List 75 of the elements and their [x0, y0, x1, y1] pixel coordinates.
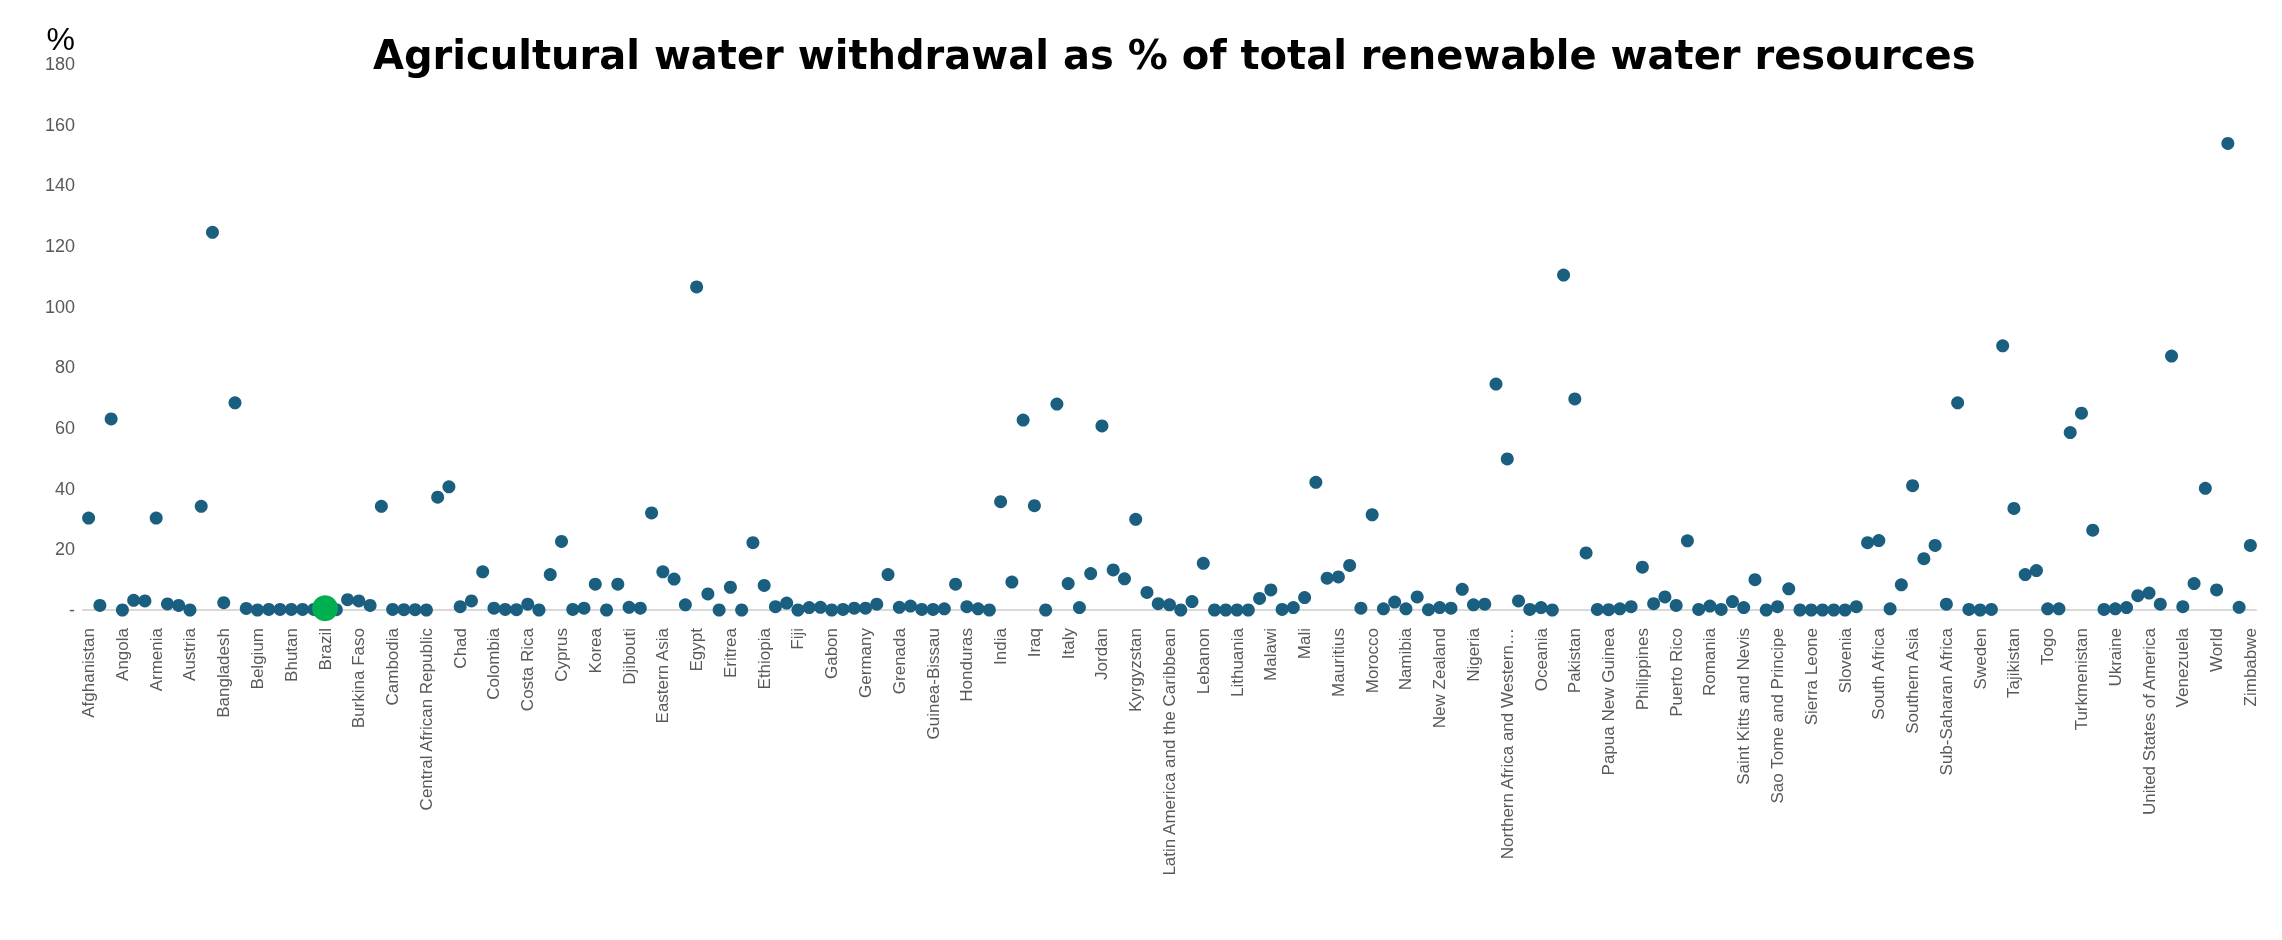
x-tick-label: Lebanon — [1193, 628, 1213, 695]
x-tick-label: Zimbabwe — [2240, 628, 2260, 707]
x-tick-label: Papua New Guinea — [1599, 627, 1619, 776]
y-tick-label: 80 — [54, 357, 75, 378]
x-tick-label: Saint Kitts and Nevis — [1734, 628, 1754, 785]
x-tick-label: Italy — [1058, 627, 1078, 660]
x-tick-label: Bhutan — [281, 628, 301, 682]
x-tick-label: Austria — [180, 627, 200, 681]
x-tick-label: Romania — [1700, 627, 1720, 697]
x-tick-label: Grenada — [889, 627, 909, 695]
y-tick-label: 100 — [44, 296, 75, 317]
x-tick-label: Northern Africa and Western… — [1497, 628, 1517, 860]
x-tick-label: Sierra Leone — [1801, 628, 1821, 726]
x-tick-label: Oceania — [1531, 627, 1551, 692]
x-tick-label: Jordan — [1092, 628, 1112, 680]
x-tick-label: Burkina Faso — [349, 628, 369, 729]
x-tick-label: Costa Rica — [518, 627, 538, 712]
x-tick-label: Egypt — [687, 627, 707, 672]
x-tick-label: Germany — [856, 627, 876, 698]
x-tick-label: Slovenia — [1835, 627, 1855, 694]
chart-title: Agricultural water withdrawal as % of total renewable water resources — [373, 32, 1976, 78]
x-tick-label: Cambodia — [383, 627, 403, 706]
x-tick-label: Latin America and the Caribbean — [1160, 628, 1179, 876]
x-tick-label: Sub-Saharan Africa — [1936, 627, 1956, 776]
x-tick-label: Pakistan — [1565, 628, 1585, 694]
x-tick-label: Lithuania — [1227, 627, 1247, 698]
x-tick-label: Nigeria — [1463, 627, 1483, 682]
x-tick-label: Sao Tome and Principe — [1767, 628, 1787, 804]
x-tick-label: New Zealand — [1430, 628, 1450, 729]
x-tick-label: Namibia — [1396, 627, 1416, 691]
x-tick-label: Puerto Rico — [1666, 628, 1686, 717]
x-tick-label: Afghanistan — [79, 628, 99, 718]
y-tick-label: 20 — [54, 539, 75, 560]
x-tick-label: United States of America — [2139, 627, 2159, 816]
x-tick-label: Ukraine — [2105, 628, 2125, 687]
x-tick-label: Iraq — [1024, 628, 1044, 658]
x-tick-label: Bangladesh — [214, 628, 234, 718]
x-tick-label: Mali — [1295, 628, 1315, 660]
x-tick-label: Southern Asia — [1903, 627, 1923, 734]
x-tick-label: Fiji — [788, 628, 808, 650]
x-tick-label: Malawi — [1261, 628, 1281, 681]
x-tick-label: Togo — [2038, 628, 2058, 665]
y-tick-label: 160 — [44, 114, 75, 135]
x-tick-label: Chad — [450, 628, 470, 669]
x-tick-label: Angola — [112, 627, 132, 681]
x-tick-label: Morocco — [1362, 628, 1382, 694]
x-tick-label: Korea — [585, 627, 605, 674]
x-tick-label: Honduras — [957, 628, 977, 702]
x-tick-label: Armenia — [146, 627, 166, 692]
x-tick-label: Venezuela — [2173, 627, 2193, 708]
x-tick-label: Tajikistan — [2004, 628, 2024, 698]
y-tick-label: 120 — [44, 236, 75, 256]
x-tick-label: Gabon — [822, 628, 842, 680]
x-tick-label: Cyprus — [552, 628, 572, 682]
x-tick-label: Mauritius — [1328, 628, 1348, 697]
y-tick-label: 60 — [54, 418, 75, 438]
x-tick-label: Colombia — [484, 627, 504, 700]
x-tick-label: Eritrea — [720, 627, 740, 679]
x-tick-label: Brazil — [315, 628, 335, 671]
y-tick-label: 40 — [54, 478, 75, 499]
y-tick-label: 140 — [44, 175, 75, 196]
x-tick-label: World — [2207, 628, 2227, 673]
x-tick-label: Central African Republic — [416, 627, 436, 811]
x-tick-label: Eastern Asia — [653, 627, 673, 724]
x-tick-label: Ethiopia — [754, 627, 774, 690]
x-tick-label: Djibouti — [619, 628, 639, 685]
x-tick-label: India — [991, 627, 1011, 665]
x-tick-label: Turkmenistan — [2071, 628, 2091, 731]
x-tick-label: Guinea-Bissau — [923, 628, 943, 740]
x-tick-label: Belgium — [248, 628, 268, 690]
y-tick-label: - — [69, 600, 75, 620]
x-tick-label: South Africa — [1869, 627, 1889, 720]
x-tick-label: Sweden — [1970, 628, 1990, 690]
x-tick-label: Philippines — [1632, 628, 1652, 711]
x-tick-label: Kyrgyzstan — [1126, 628, 1146, 713]
